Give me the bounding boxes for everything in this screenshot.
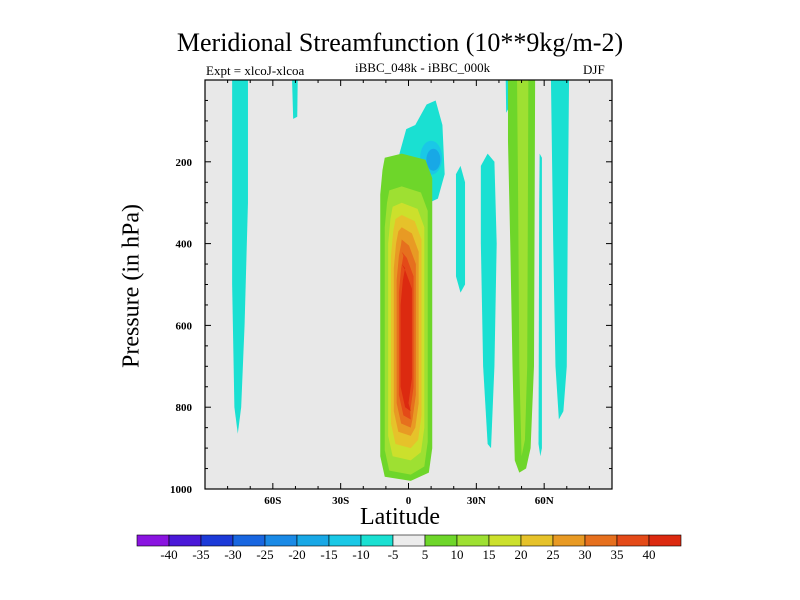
chart-title: Meridional Streamfunction (10**9kg/m-2) xyxy=(176,28,624,57)
colorbar-label: 25 xyxy=(547,547,560,562)
colorbar-swatch xyxy=(136,534,170,547)
colorbar-label: -30 xyxy=(224,547,241,562)
colorbar-swatch xyxy=(616,534,650,547)
sh-upper-blob xyxy=(292,80,298,119)
nh-subtropical-band xyxy=(455,165,466,293)
season-label: DJF xyxy=(583,62,605,77)
colorbar-swatch xyxy=(328,534,362,547)
nh-high-band xyxy=(550,80,570,420)
x-tick-label: 60N xyxy=(535,495,554,507)
colorbar-label: -10 xyxy=(352,547,369,562)
colorbar-swatch xyxy=(424,534,458,547)
sh-polar-band xyxy=(232,80,248,434)
y-tick-label: 800 xyxy=(176,402,193,414)
nh-band-30n xyxy=(480,153,497,449)
y-tick-label: 1000 xyxy=(170,484,193,496)
colorbar-label: 40 xyxy=(643,547,656,562)
colorbar-swatch xyxy=(232,534,266,547)
upper-negative-cell-inner xyxy=(426,148,441,171)
colorbar-swatch xyxy=(264,534,298,547)
colorbar-swatch xyxy=(648,534,682,547)
y-tick-label: 200 xyxy=(176,157,193,169)
x-tick-label: 30N xyxy=(467,495,486,507)
colorbar-label: 35 xyxy=(611,547,624,562)
x-tick-label: 30S xyxy=(332,495,349,507)
colorbar-label: -20 xyxy=(288,547,305,562)
colorbar-swatch xyxy=(520,534,554,547)
colorbar-swatch xyxy=(584,534,618,547)
y-tick-label: 400 xyxy=(176,239,193,251)
x-tick-label: 0 xyxy=(406,495,412,507)
nh-positive-band-inner xyxy=(517,80,529,457)
colorbar-label: 20 xyxy=(515,547,528,562)
colorbar-swatch xyxy=(552,534,586,547)
nh-narrow-band xyxy=(538,153,542,457)
x-tick-label: 60S xyxy=(264,495,281,507)
nh-thin-blob xyxy=(505,80,509,113)
colorbar-label: -40 xyxy=(160,547,177,562)
colorbar-swatch xyxy=(360,534,394,547)
x-axis-label: Latitude xyxy=(360,504,440,530)
colorbar-swatch xyxy=(392,534,426,547)
colorbar-label: 10 xyxy=(451,547,464,562)
colorbar-swatch xyxy=(296,534,330,547)
y-tick-label: 600 xyxy=(176,320,193,332)
colorbar-swatch xyxy=(168,534,202,547)
colorbar-label: -15 xyxy=(320,547,337,562)
positive-cell-level-8 xyxy=(400,264,412,412)
colorbar-label: 5 xyxy=(422,547,429,562)
colorbar-label: 30 xyxy=(579,547,592,562)
colorbar-label: -25 xyxy=(256,547,273,562)
colorbar-swatch xyxy=(488,534,522,547)
colorbar-swatch xyxy=(456,534,490,547)
colorbar-label: -35 xyxy=(192,547,209,562)
comparison-label: iBBC_048k - iBBC_000k xyxy=(355,60,491,75)
colorbar-label: -5 xyxy=(388,547,399,562)
colorbar-label: 15 xyxy=(483,547,496,562)
experiment-label: Expt = xlcoJ-xlcoa xyxy=(206,63,305,78)
colorbar-swatch xyxy=(200,534,234,547)
